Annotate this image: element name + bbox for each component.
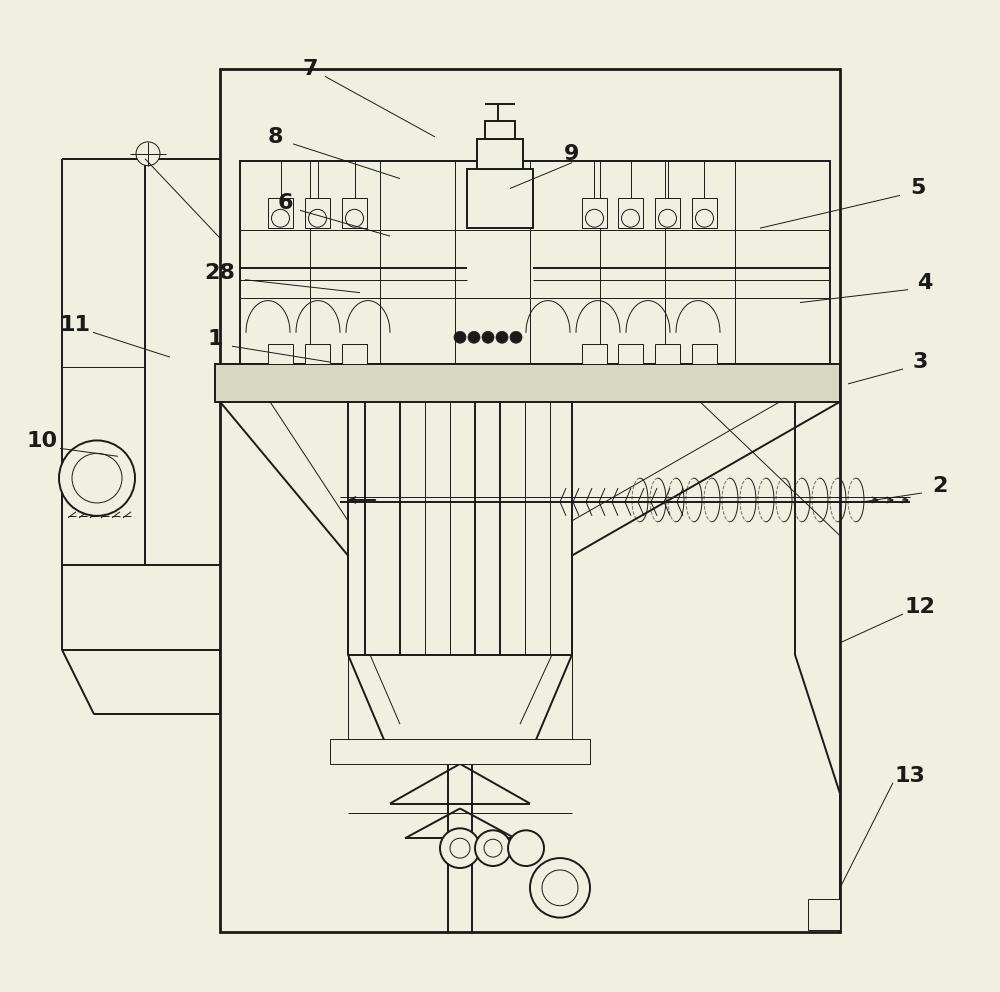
Circle shape bbox=[59, 440, 135, 516]
Bar bbox=[582, 344, 607, 364]
Bar bbox=[220, 69, 840, 932]
Circle shape bbox=[508, 830, 544, 866]
Circle shape bbox=[510, 331, 522, 343]
Bar bbox=[305, 198, 330, 228]
Text: 10: 10 bbox=[26, 432, 58, 451]
Circle shape bbox=[475, 830, 511, 866]
Bar bbox=[330, 739, 590, 764]
Text: 9: 9 bbox=[564, 144, 580, 164]
Bar bbox=[655, 198, 680, 228]
Text: 8: 8 bbox=[267, 127, 283, 147]
Bar bbox=[215, 364, 840, 402]
Bar bbox=[692, 344, 717, 364]
Circle shape bbox=[530, 858, 590, 918]
Bar bbox=[808, 899, 840, 930]
Bar bbox=[692, 198, 717, 228]
Text: 28: 28 bbox=[205, 263, 235, 283]
Bar bbox=[582, 198, 607, 228]
Circle shape bbox=[440, 828, 480, 868]
Text: 7: 7 bbox=[302, 60, 318, 79]
Bar bbox=[268, 344, 293, 364]
Bar bbox=[477, 139, 523, 169]
Text: 12: 12 bbox=[905, 597, 935, 617]
Text: 11: 11 bbox=[60, 315, 90, 335]
Circle shape bbox=[496, 331, 508, 343]
Text: 4: 4 bbox=[917, 273, 933, 293]
Bar bbox=[618, 344, 643, 364]
Text: 2: 2 bbox=[932, 476, 948, 496]
Text: 3: 3 bbox=[912, 352, 928, 372]
Bar bbox=[342, 344, 367, 364]
Circle shape bbox=[482, 331, 494, 343]
Bar bbox=[268, 198, 293, 228]
Bar bbox=[305, 344, 330, 364]
Bar bbox=[655, 344, 680, 364]
Text: 6: 6 bbox=[277, 193, 293, 213]
Bar bbox=[485, 121, 515, 139]
Circle shape bbox=[136, 142, 160, 166]
Circle shape bbox=[454, 331, 466, 343]
Text: 5: 5 bbox=[910, 179, 926, 198]
Bar bbox=[240, 161, 830, 364]
Bar bbox=[342, 198, 367, 228]
Text: 13: 13 bbox=[895, 766, 925, 786]
Circle shape bbox=[468, 331, 480, 343]
Text: 1: 1 bbox=[207, 329, 223, 349]
Bar bbox=[618, 198, 643, 228]
Bar bbox=[467, 169, 533, 228]
